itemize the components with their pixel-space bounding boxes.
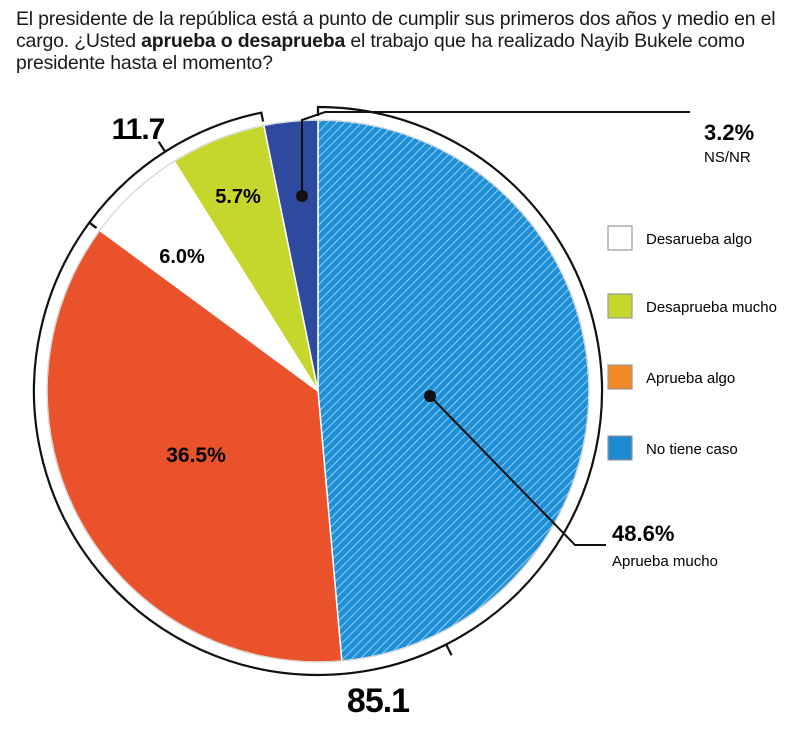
group-bracket-tick xyxy=(157,141,167,153)
slice-label-desaprueba-mucho: 5.7% xyxy=(215,186,261,208)
slice-name-aprueba-mucho: Aprueba mucho xyxy=(612,553,718,570)
group-total-approve: 85.1 xyxy=(347,682,409,720)
pie-slices xyxy=(46,119,590,663)
leader-line-aprueba-mucho xyxy=(429,395,606,546)
group-brackets xyxy=(32,105,604,677)
leader-dot-nsnr xyxy=(296,190,308,202)
legend: Desarueba algo Desaprueba mucho Aprueba … xyxy=(607,225,777,461)
slice-label-aprueba-algo: 36.5% xyxy=(166,444,226,467)
legend-item: Desaprueba mucho xyxy=(607,293,777,319)
group-bracket-85-1 xyxy=(32,105,604,677)
legend-item: No tiene caso xyxy=(607,435,738,461)
slice-label-desaprueba-algo: 6.0% xyxy=(159,246,205,268)
legend-label: No tiene caso xyxy=(646,441,738,458)
slice-label-nsnr: 3.2% xyxy=(704,120,754,145)
legend-item: Aprueba algo xyxy=(607,364,735,390)
group-bracket-tick xyxy=(445,643,453,656)
slice-label-aprueba-mucho: 48.6% xyxy=(612,521,674,546)
legend-swatch-desaprueba-mucho xyxy=(607,293,633,319)
title-part2: el trabajo que ha realizado Nayib Bukele… xyxy=(16,30,745,74)
leader-line-nsnr xyxy=(301,111,690,196)
slice-name-nsnr: NS/NR xyxy=(704,149,751,166)
legend-swatch-no-tiene-caso xyxy=(607,435,633,461)
group-total-disapprove: 11.7 xyxy=(112,113,165,146)
legend-swatch-desaprueba-algo xyxy=(607,225,633,251)
legend-label: Aprueba algo xyxy=(646,370,735,387)
legend-swatch-aprueba-algo xyxy=(607,364,633,390)
chart-title: El presidente de la república está a pun… xyxy=(16,8,786,74)
title-bold: aprueba o desaprueba xyxy=(141,30,346,52)
legend-label: Desarueba algo xyxy=(646,231,752,248)
group-bracket-11-7 xyxy=(87,111,265,229)
legend-item: Desarueba algo xyxy=(607,225,752,251)
pie-outline xyxy=(46,119,590,663)
leader-lines xyxy=(296,111,690,546)
legend-label: Desaprueba mucho xyxy=(646,299,777,316)
title-part1: El presidente de la república está a pun… xyxy=(16,8,776,52)
pie-slice-aprueba-mucho xyxy=(317,119,590,662)
leader-dot-aprueba-mucho xyxy=(424,390,436,402)
